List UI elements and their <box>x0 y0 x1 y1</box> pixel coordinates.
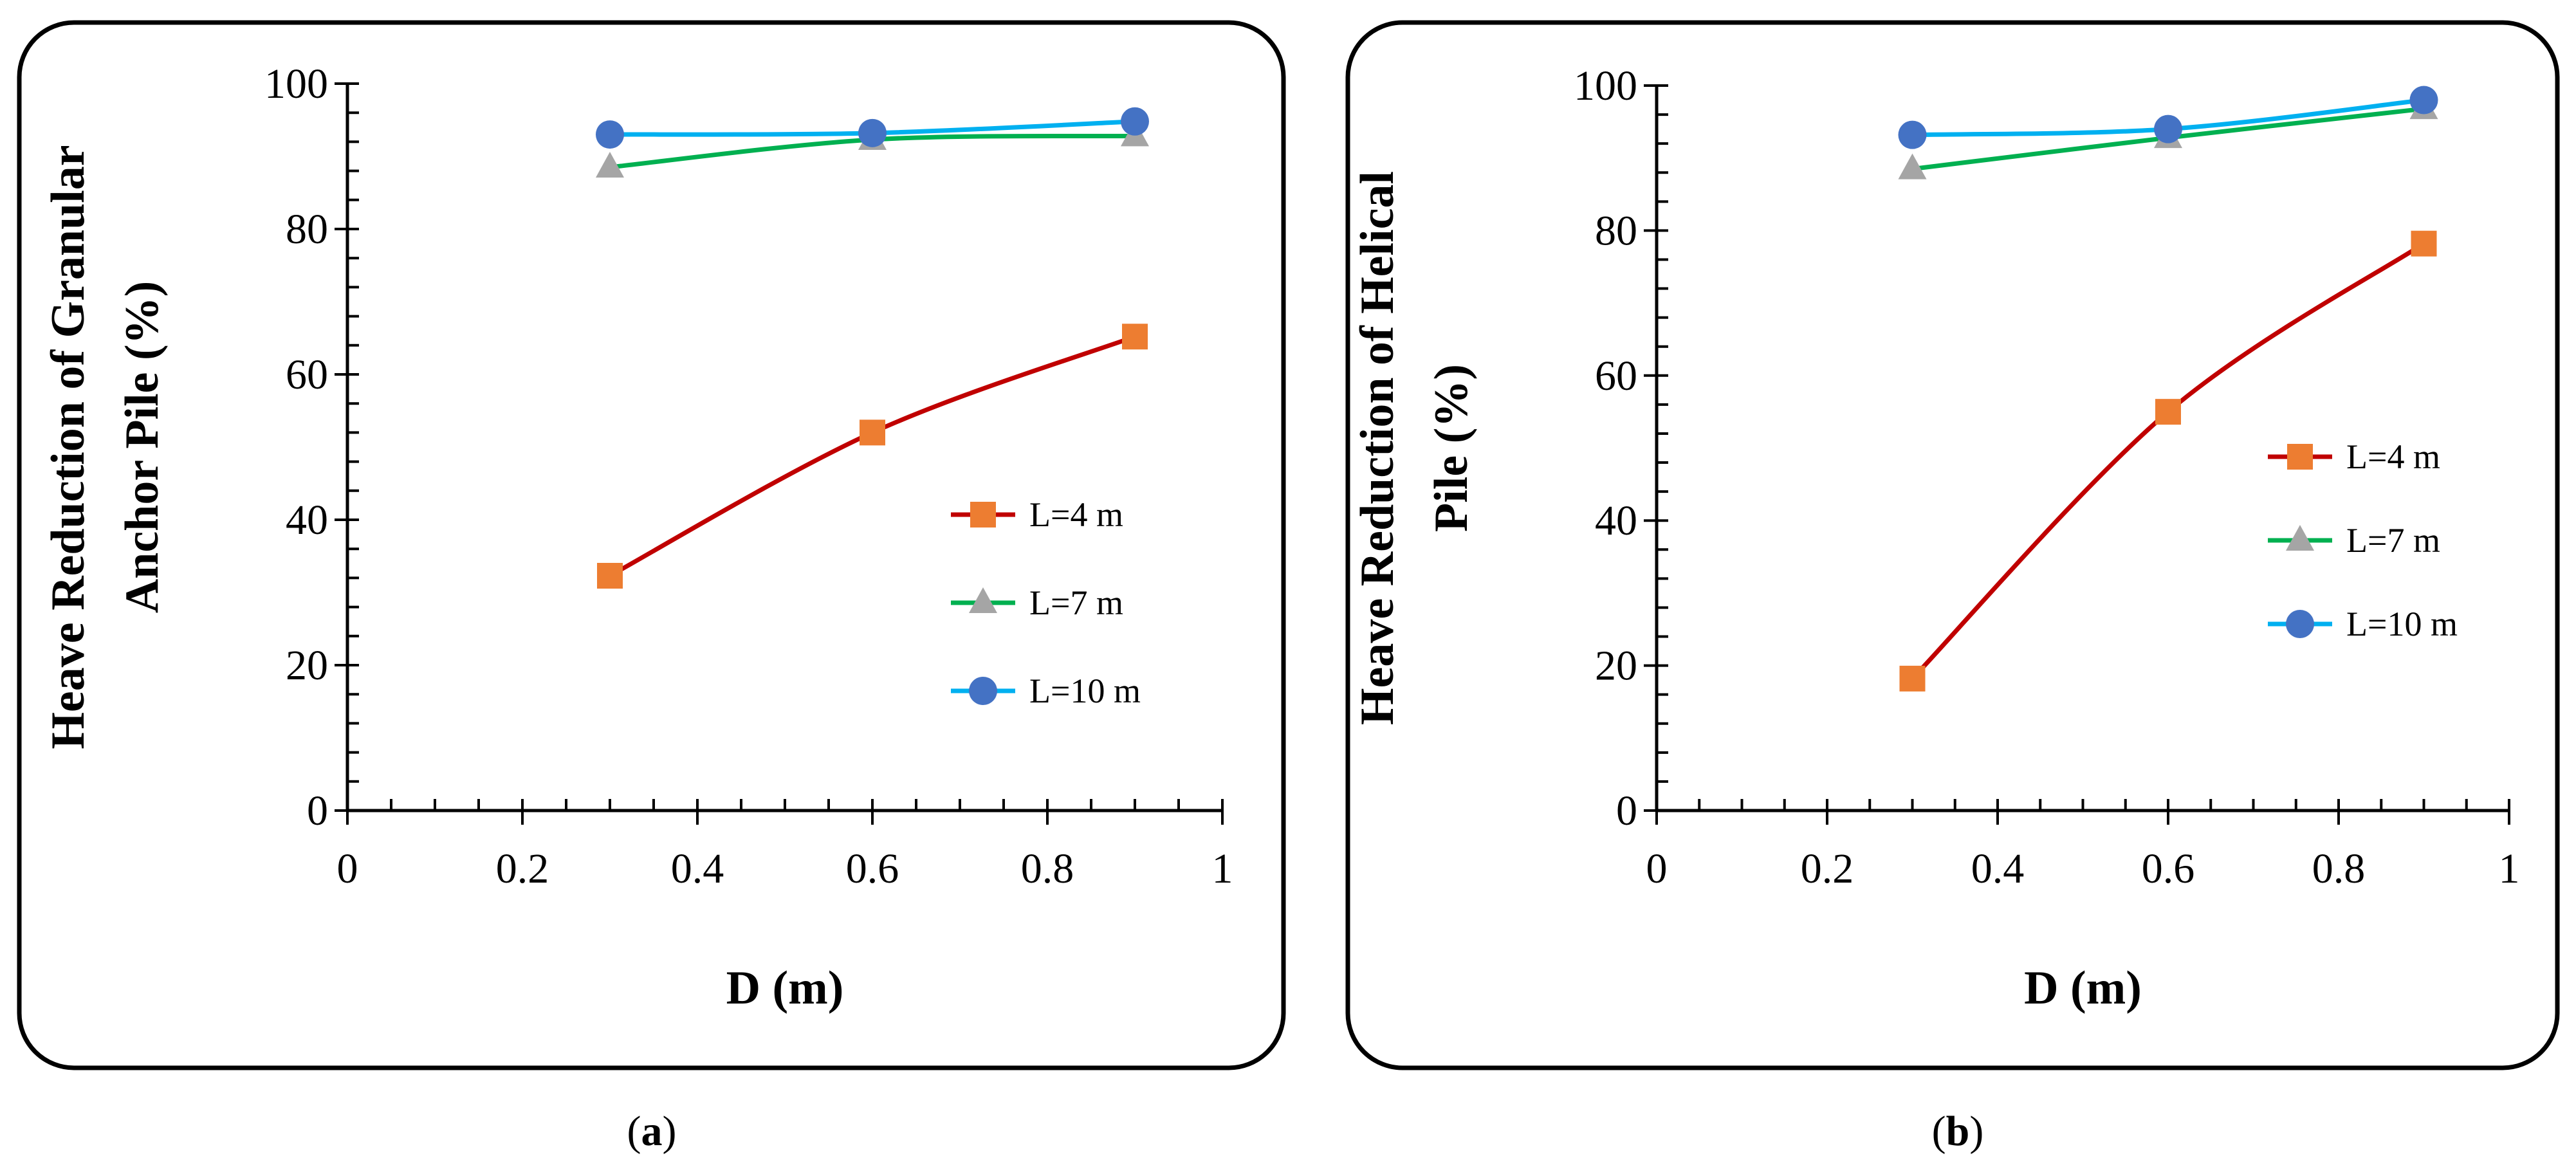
data-point-l-10-m-1-a <box>858 118 887 147</box>
data-point-l-10-m-2-a <box>1121 107 1149 136</box>
x-tick-label-a: 0.4 <box>671 845 724 892</box>
x-tick-label-a: 0.8 <box>1021 845 1074 892</box>
legend-marker-l-10-m-b <box>2286 610 2314 638</box>
legend-marker-l-4-m-a <box>970 502 996 527</box>
legend-label-l-4-m-a: L=4 m <box>1029 495 1123 534</box>
x-axis-title-a: D (m) <box>726 962 844 1014</box>
panel-b-frame <box>1345 20 2560 1070</box>
legend-marker-l-4-m-b <box>2287 444 2313 470</box>
x-tick-label-b: 0.4 <box>1971 845 2025 892</box>
caption-a-open: ( <box>627 1108 641 1155</box>
legend-label-l-4-m-b: L=4 m <box>2346 437 2440 476</box>
caption-b-close: ) <box>1969 1108 1983 1155</box>
caption-a-letter: a <box>641 1108 663 1155</box>
data-point-l-10-m-1-b <box>2154 115 2182 143</box>
x-tick-label-a: 0.6 <box>846 845 899 892</box>
x-axis-title-b: D (m) <box>2024 962 2142 1014</box>
y-tick-label-b: 20 <box>1595 643 1637 690</box>
caption-b-open: ( <box>1932 1108 1946 1155</box>
y-axis-title-line-1-b: Heave Reduction of Helical <box>1351 171 1404 725</box>
y-tick-label-b: 80 <box>1595 207 1637 254</box>
x-tick-label-b: 0.2 <box>1801 845 1854 892</box>
y-tick-label-a: 20 <box>286 642 328 689</box>
legend-label-l-10-m-a: L=10 m <box>1029 672 1141 710</box>
y-tick-label-b: 0 <box>1616 787 1637 834</box>
data-point-l-4-m-1-b <box>2155 399 2181 425</box>
legend-label-l-10-m-b: L=10 m <box>2346 605 2458 643</box>
data-point-l-7-m-0-a <box>596 151 624 178</box>
y-tick-label-a: 60 <box>286 351 328 398</box>
panel-a-frame <box>17 20 1286 1070</box>
data-point-l-4-m-2-a <box>1122 324 1148 350</box>
caption-b-letter: b <box>1946 1108 1970 1155</box>
panel-b-caption: (b) <box>1932 1108 1984 1155</box>
y-axis-title-line-2-b: Pile (%) <box>1425 364 1478 532</box>
data-point-l-7-m-0-b <box>1898 153 1927 179</box>
y-tick-label-b: 60 <box>1595 353 1637 399</box>
y-tick-label-b: 40 <box>1595 497 1637 544</box>
x-tick-label-a: 1 <box>1212 845 1233 892</box>
y-axis-title-line-2-a: Anchor Pile (%) <box>116 281 169 614</box>
legend-marker-l-10-m-a <box>969 677 997 705</box>
data-point-l-4-m-1-a <box>860 419 885 446</box>
x-tick-label-b: 1 <box>2499 845 2520 892</box>
data-point-l-10-m-0-b <box>1898 120 1927 149</box>
legend-marker-l-7-m-a <box>969 587 997 613</box>
y-tick-label-a: 80 <box>286 206 328 253</box>
legend-label-l-7-m-b: L=7 m <box>2346 521 2440 560</box>
y-tick-label-a: 0 <box>307 787 328 834</box>
x-tick-label-b: 0 <box>1646 845 1668 892</box>
data-point-l-4-m-0-a <box>597 563 623 589</box>
data-point-l-10-m-0-a <box>596 120 624 149</box>
chart-panel-b: (b) 0 20 40 60 80 100 0 0.2 0.4 0.6 0.8 1 D (m) Heave… <box>1345 20 2560 1155</box>
y-tick-label-a: 100 <box>264 60 328 107</box>
panel-a-caption: (a) <box>627 1108 677 1155</box>
data-point-l-4-m-2-b <box>2411 230 2437 257</box>
x-tick-label-b: 0.8 <box>2312 845 2366 892</box>
y-axis-title-line-1-a: Heave Reduction of Granular <box>42 145 95 749</box>
data-point-l-10-m-2-b <box>2409 86 2438 115</box>
x-tick-label-a: 0.2 <box>496 845 549 892</box>
legend-label-l-7-m-a: L=7 m <box>1029 583 1123 622</box>
y-tick-label-b: 100 <box>1574 62 1637 109</box>
legend-marker-l-7-m-b <box>2286 525 2314 551</box>
y-tick-label-a: 40 <box>286 497 328 544</box>
caption-a-close: ) <box>663 1108 677 1155</box>
x-tick-label-a: 0 <box>337 845 358 892</box>
x-tick-label-b: 0.6 <box>2142 845 2195 892</box>
chart-panel-a: (a) 0 20 40 60 80 100 0 0.2 0.4 0.6 0.8 1 D (m) Heave… <box>17 20 1286 1155</box>
data-point-l-4-m-0-b <box>1899 665 1926 692</box>
